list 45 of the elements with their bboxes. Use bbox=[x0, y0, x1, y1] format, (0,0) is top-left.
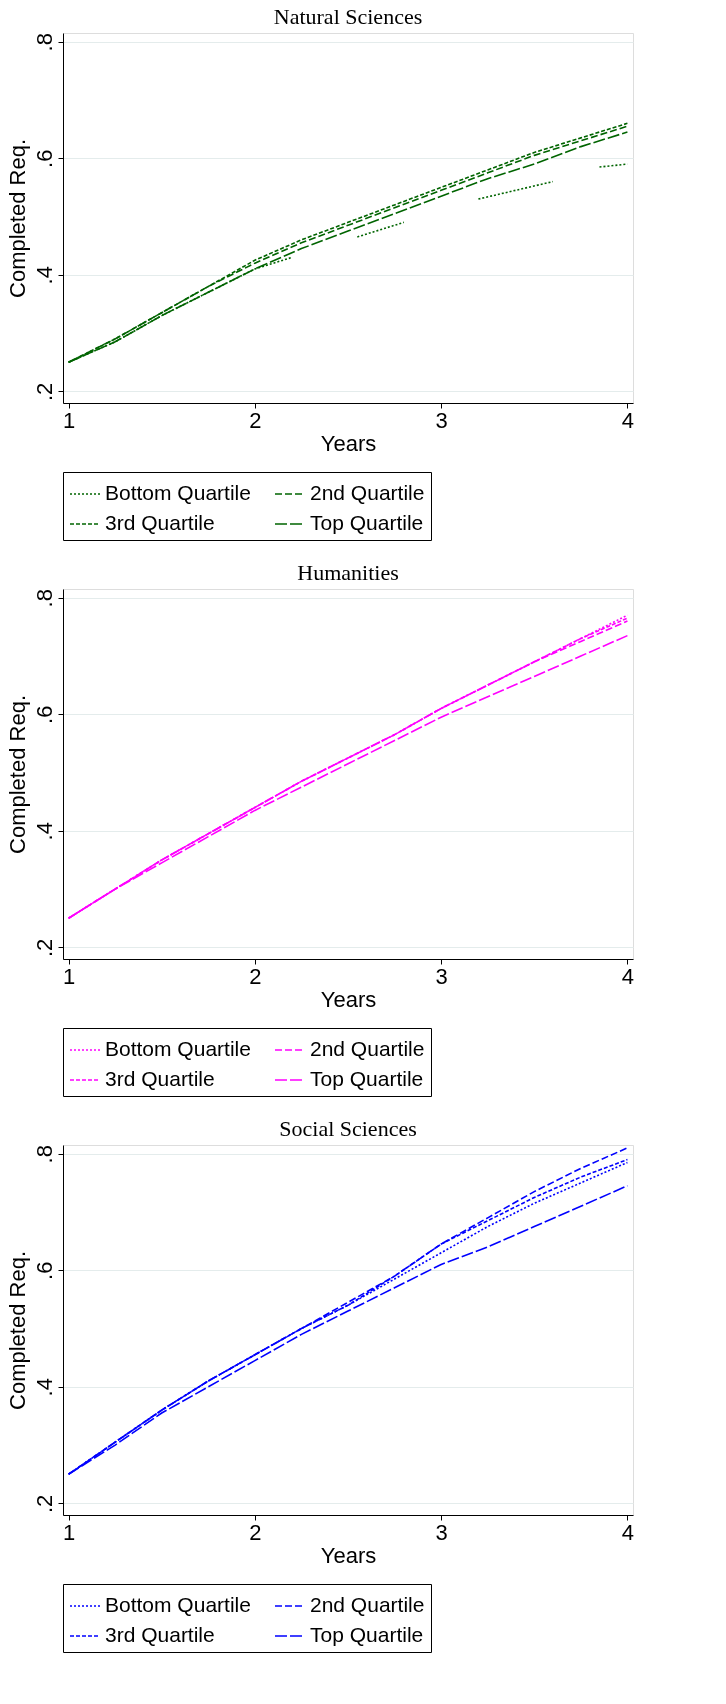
x-tick-label: 4 bbox=[621, 407, 635, 433]
y-tick-label: .8 bbox=[31, 33, 57, 52]
y-tick-label: .2 bbox=[31, 1494, 57, 1514]
legend-label: 3rd Quartile bbox=[105, 1623, 215, 1646]
legend-label: 2nd Quartile bbox=[310, 1037, 425, 1060]
x-tick-label: 2 bbox=[249, 407, 262, 433]
x-tick-label: 2 bbox=[249, 963, 262, 989]
y-axis-title: Completed Req. bbox=[4, 695, 30, 854]
x-tick-label: 1 bbox=[62, 1519, 76, 1545]
y-tick-label: .6 bbox=[31, 705, 57, 724]
chart-title: Natural Sciences bbox=[273, 3, 423, 29]
x-tick-label: 2 bbox=[249, 1519, 262, 1545]
y-axis-title: Completed Req. bbox=[4, 1251, 30, 1410]
legend-label: 2nd Quartile bbox=[310, 481, 425, 504]
x-tick-label: 1 bbox=[62, 407, 76, 433]
x-axis-title: Years bbox=[320, 430, 377, 456]
legend-label: Top Quartile bbox=[310, 1623, 424, 1646]
y-tick-label: .4 bbox=[31, 1378, 57, 1397]
y-axis-title: Completed Req. bbox=[4, 139, 30, 298]
legend-label: Bottom Quartile bbox=[105, 1593, 251, 1616]
y-tick-label: .6 bbox=[31, 149, 57, 168]
legend-label: 3rd Quartile bbox=[105, 511, 215, 534]
legend-label: Top Quartile bbox=[310, 511, 424, 534]
y-tick-label: .4 bbox=[31, 266, 57, 285]
y-tick-label: .8 bbox=[31, 1145, 57, 1164]
chart-title: Humanities bbox=[297, 559, 399, 585]
legend-label: Bottom Quartile bbox=[105, 1037, 251, 1060]
y-tick-label: .6 bbox=[31, 1261, 57, 1280]
legend-label: 2nd Quartile bbox=[310, 1593, 425, 1616]
legend-label: Bottom Quartile bbox=[105, 481, 251, 504]
chart-title: Social Sciences bbox=[279, 1115, 417, 1141]
x-axis-title: Years bbox=[320, 1542, 377, 1568]
y-tick-label: .8 bbox=[31, 589, 57, 608]
y-tick-label: .4 bbox=[31, 822, 57, 841]
x-tick-label: 1 bbox=[62, 963, 76, 989]
x-axis-title: Years bbox=[320, 986, 377, 1012]
x-tick-label: 3 bbox=[435, 407, 448, 433]
x-tick-label: 4 bbox=[621, 1519, 635, 1545]
x-tick-label: 3 bbox=[435, 1519, 448, 1545]
y-tick-label: .2 bbox=[31, 938, 57, 958]
x-tick-label: 4 bbox=[621, 963, 635, 989]
y-tick-label: .2 bbox=[31, 382, 57, 402]
legend-label: 3rd Quartile bbox=[105, 1067, 215, 1090]
legend-label: Top Quartile bbox=[310, 1067, 424, 1090]
x-tick-label: 3 bbox=[435, 963, 448, 989]
